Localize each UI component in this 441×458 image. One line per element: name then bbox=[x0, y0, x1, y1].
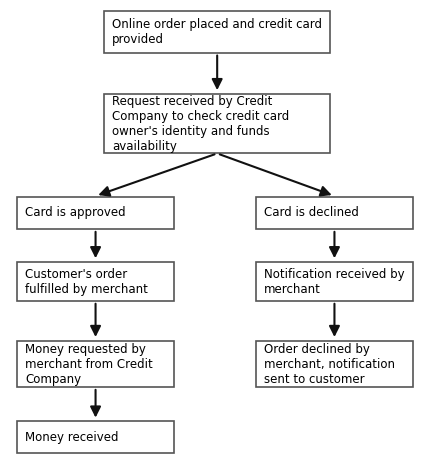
Text: Notification received by
merchant: Notification received by merchant bbox=[264, 267, 405, 296]
FancyBboxPatch shape bbox=[256, 197, 413, 229]
FancyBboxPatch shape bbox=[104, 94, 330, 153]
FancyBboxPatch shape bbox=[17, 421, 174, 453]
FancyBboxPatch shape bbox=[256, 262, 413, 301]
FancyBboxPatch shape bbox=[17, 262, 174, 301]
Text: Money received: Money received bbox=[25, 431, 119, 444]
Text: Customer's order
fulfilled by merchant: Customer's order fulfilled by merchant bbox=[25, 267, 148, 296]
FancyBboxPatch shape bbox=[104, 11, 330, 53]
Text: Online order placed and credit card
provided: Online order placed and credit card prov… bbox=[112, 18, 322, 46]
Text: Money requested by
merchant from Credit
Company: Money requested by merchant from Credit … bbox=[25, 343, 153, 386]
Text: Card is approved: Card is approved bbox=[25, 207, 126, 219]
Text: Request received by Credit
Company to check credit card
owner's identity and fun: Request received by Credit Company to ch… bbox=[112, 95, 289, 153]
Text: Order declined by
merchant, notification
sent to customer: Order declined by merchant, notification… bbox=[264, 343, 395, 386]
FancyBboxPatch shape bbox=[17, 197, 174, 229]
FancyBboxPatch shape bbox=[17, 341, 174, 387]
FancyBboxPatch shape bbox=[256, 341, 413, 387]
Text: Card is declined: Card is declined bbox=[264, 207, 359, 219]
